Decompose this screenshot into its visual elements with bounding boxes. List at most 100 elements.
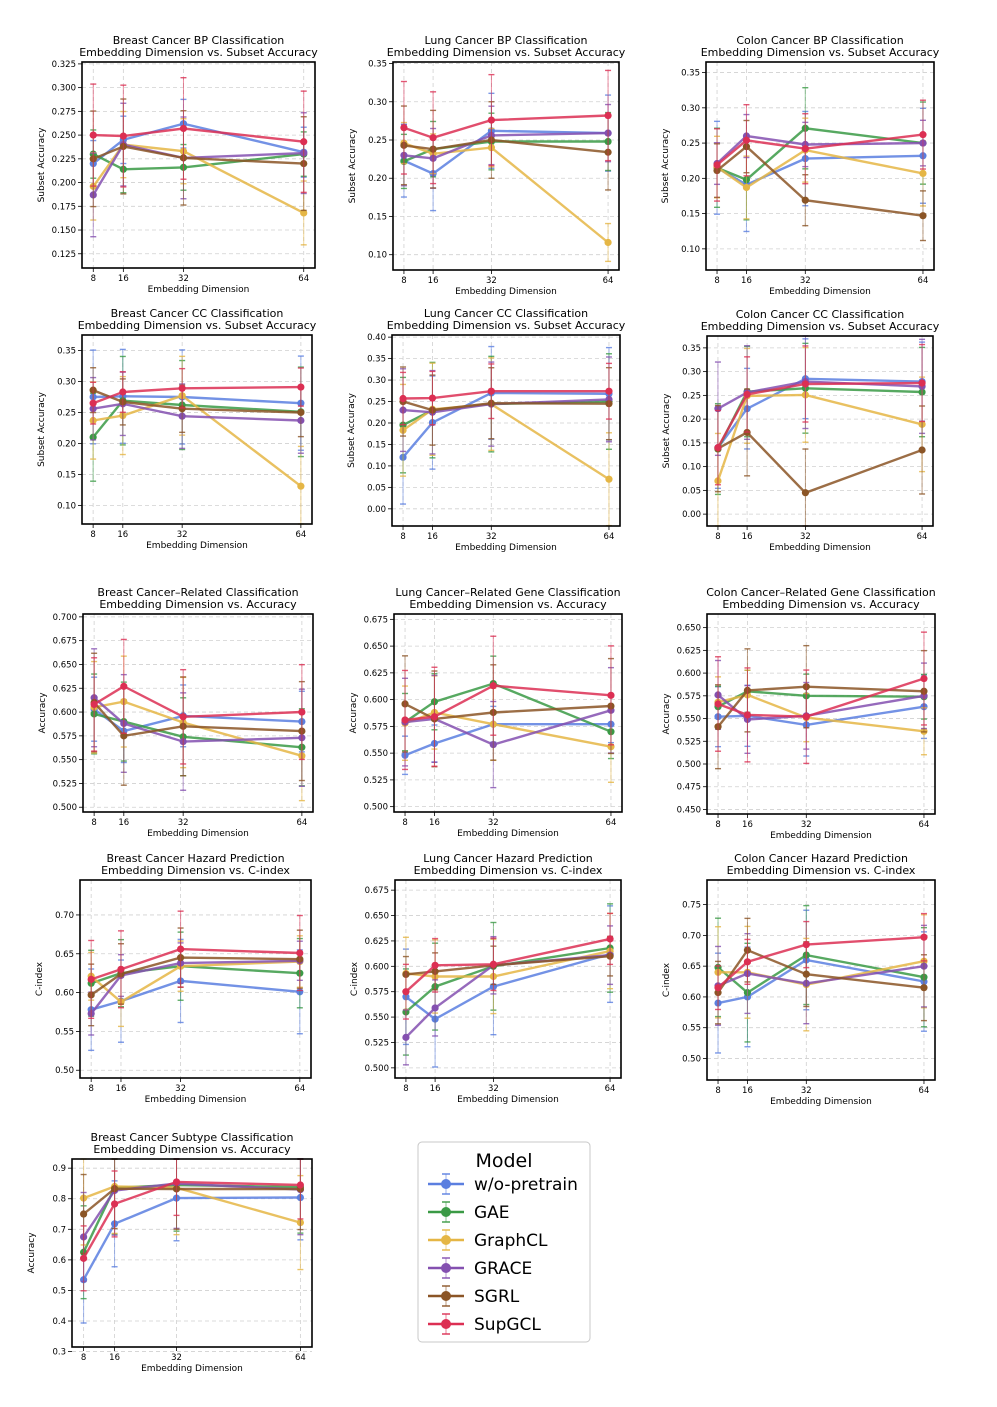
y-tick-label: 0.325 [52, 60, 76, 70]
data-point [919, 169, 927, 178]
y-tick-label: 0.15 [57, 470, 76, 480]
y-tick-label: 0.650 [53, 660, 77, 670]
y-tick-label: 0.65 [55, 950, 74, 960]
plot-frame [82, 613, 314, 813]
y-tick-label: 0.00 [682, 510, 701, 520]
y-tick-label: 0.500 [53, 803, 77, 813]
series-line [717, 948, 925, 994]
series-line [82, 1183, 301, 1253]
series-line [404, 723, 611, 757]
series-line [716, 145, 924, 217]
chart-title: Breast Cancer–Related Classification [97, 586, 298, 599]
data-point [742, 136, 751, 144]
x-tick-label: 64 [296, 818, 307, 828]
chart-title: Lung Cancer CC Classification [424, 307, 588, 320]
data-point [606, 935, 614, 943]
plot-frame [393, 613, 623, 813]
y-axis-label: Subset Accuracy [348, 128, 358, 204]
series-line [92, 385, 301, 405]
data-point [801, 145, 809, 153]
series-line [405, 937, 611, 993]
x-tick-label: 64 [294, 1084, 305, 1094]
y-tick-label: 0.70 [55, 911, 74, 921]
x-tick-label: 32 [800, 276, 811, 286]
chart-13: Breast Cancer Subtype ClassificationEmbe… [27, 1131, 313, 1374]
series-w-o-pretrain [87, 938, 304, 1052]
series-line [402, 398, 610, 414]
x-tick-label: 8 [81, 1353, 86, 1363]
series-line [403, 131, 609, 160]
chart-3: Colon Cancer BP ClassificationEmbedding … [661, 34, 940, 297]
y-tick-label: 0.450 [677, 805, 701, 815]
y-axis-label: Accuracy [662, 693, 672, 735]
legend-label: GRACE [474, 1259, 532, 1279]
y-tick-label: 0.05 [367, 483, 386, 493]
data-point [714, 984, 722, 992]
x-tick-label: 8 [714, 276, 719, 286]
series-w-o-pretrain [714, 338, 926, 490]
chart-title: Breast Cancer CC Classification [111, 307, 284, 320]
x-tick-label: 64 [295, 1353, 306, 1363]
x-axis-label: Embedding Dimension [146, 541, 248, 551]
x-tick-label: 64 [918, 276, 929, 286]
y-tick-label: 0.55 [55, 1027, 74, 1037]
series-line [82, 1196, 301, 1281]
x-tick-label: 8 [91, 274, 96, 284]
series-supgcl [80, 1158, 304, 1292]
y-tick-label: 0.35 [368, 60, 387, 70]
series-line [90, 979, 300, 1011]
y-tick-label: 0.550 [364, 749, 388, 759]
series-supgcl [89, 367, 305, 425]
series-line [716, 381, 923, 449]
y-tick-label: 0.20 [368, 174, 387, 184]
chart-title: Colon Cancer Hazard Prediction [734, 852, 908, 865]
y-tick-label: 0.55 [682, 1024, 701, 1034]
chart-8: Lung Cancer–Related Gene ClassificationE… [349, 586, 623, 839]
y-tick-label: 0.625 [365, 937, 389, 947]
series-line [717, 430, 923, 495]
y-tick-label: 0.30 [682, 368, 701, 378]
data-point [802, 941, 810, 949]
plot-frame [706, 879, 936, 1081]
series-line [93, 696, 302, 743]
data-point [713, 161, 721, 169]
data-point [178, 384, 186, 392]
y-tick-label: 0.15 [682, 439, 701, 449]
chart-subtitle: Embedding Dimension vs. Subset Accuracy [701, 320, 940, 333]
series-supgcl [713, 99, 927, 202]
y-tick-label: 0.35 [57, 346, 76, 356]
series-line [717, 677, 925, 718]
y-axis-label: Accuracy [38, 692, 48, 734]
y-tick-label: 0.70 [682, 931, 701, 941]
x-tick-label: 16 [118, 818, 129, 828]
series-graphcl [400, 121, 612, 263]
x-tick-label: 32 [171, 1353, 182, 1363]
x-tick-label: 32 [488, 1084, 499, 1094]
y-axis-label: Subset Accuracy [37, 391, 47, 467]
x-axis-label: Embedding Dimension [145, 1095, 247, 1105]
series-line [92, 389, 301, 414]
x-tick-label: 32 [486, 532, 497, 542]
chart-subtitle: Embedding Dimension vs. Accuracy [99, 598, 297, 611]
y-tick-label: 0.40 [367, 333, 386, 343]
data-point [431, 1004, 439, 1012]
data-point [400, 124, 408, 132]
series-graphcl [399, 357, 613, 527]
series-line [402, 390, 609, 400]
x-tick-label: 8 [91, 818, 96, 828]
x-tick-label: 8 [715, 532, 720, 542]
x-axis-label: Embedding Dimension [141, 1364, 243, 1374]
series-line [404, 709, 612, 746]
data-point [178, 405, 186, 413]
data-point [605, 475, 613, 483]
y-tick-label: 0.500 [364, 803, 388, 813]
x-tick-label: 32 [801, 820, 812, 830]
x-axis-label: Embedding Dimension [147, 829, 249, 839]
legend-label: SupGCL [474, 1315, 541, 1335]
x-axis-label: Embedding Dimension [770, 1097, 872, 1107]
plot-frame [392, 61, 620, 271]
plot-frame [71, 1158, 313, 1348]
chart-subtitle: Embedding Dimension vs. C-index [101, 864, 290, 877]
y-axis-label: Subset Accuracy [37, 127, 47, 203]
